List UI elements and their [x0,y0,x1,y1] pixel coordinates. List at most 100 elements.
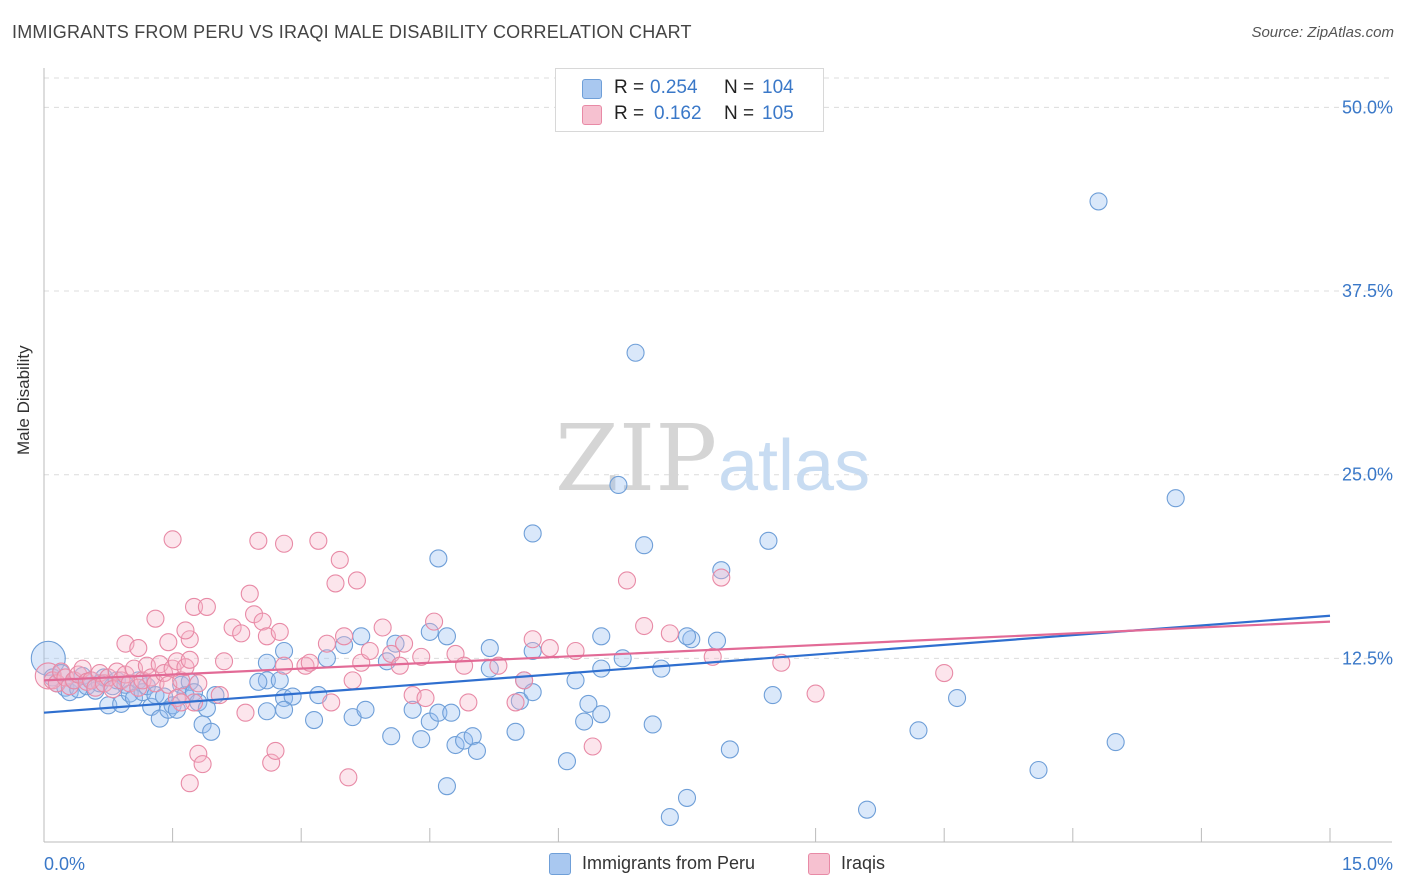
legend-n-label: N = [724,77,755,98]
data-point [506,693,525,712]
data-point [506,722,525,741]
watermark-atlas: atlas [718,426,870,506]
data-point [806,684,825,703]
data-point [523,524,542,543]
legend-n-value: 105 [762,103,794,124]
data-point [935,663,954,683]
data-point [412,730,431,749]
legend-swatch-iraqis [582,105,602,125]
data-point [420,622,439,641]
data-point [437,777,456,796]
data-point [1029,760,1048,780]
data-point [909,721,928,740]
data-point [857,800,877,819]
data-point [557,752,577,771]
data-point [343,671,362,690]
data-point [159,633,178,652]
data-point [429,549,448,568]
data-point [270,622,289,641]
data-point [283,687,302,706]
data-point [257,653,276,672]
data-point [214,652,234,671]
data-point [677,788,697,807]
data-point [356,700,375,719]
data-point [240,584,259,603]
trend-line-iraqis [43,620,1331,682]
data-point [1166,489,1185,508]
data-point [146,609,165,628]
data-point [395,634,414,653]
data-point [403,700,422,719]
legend-r-value: 0.162 [654,103,702,124]
data-point [660,624,679,643]
data-point [442,703,461,722]
data-point [210,686,229,705]
stats-legend: R = 0.254 N = 104 R = 0.162 N = 105 [555,68,824,132]
data-point [712,561,731,580]
data-point [305,711,324,730]
data-point [759,531,778,550]
data-point [347,571,366,590]
y-tick-label: 25.0% [1342,465,1393,485]
data-point [202,722,221,741]
data-point [249,531,268,550]
data-point [317,634,336,653]
data-point [275,534,294,553]
data-point [626,343,645,362]
data-point [275,641,294,661]
data-point [592,659,611,678]
data-point [184,597,204,616]
data-point [523,630,542,649]
data-point [583,737,602,756]
data-point [416,688,435,708]
data-point [335,627,354,646]
data-point [180,650,199,669]
y-tick-label: 50.0% [1342,97,1393,117]
x-tick-label: 15.0% [1342,854,1393,874]
data-point [446,735,465,755]
data-point [154,663,174,683]
data-point [429,703,448,722]
data-point [176,621,195,640]
y-tick-label: 12.5% [1342,648,1393,668]
data-point [232,624,251,643]
trend-lines [43,614,1331,714]
data-point [390,656,409,675]
data-point [193,755,212,774]
data-point [309,531,328,550]
data-point [322,693,341,712]
data-point [720,740,739,759]
data-point [707,631,727,650]
bottom-legend-swatch-peru [549,853,571,875]
data-point [592,627,611,646]
y-tick-label: 37.5% [1342,281,1393,301]
data-point [579,694,598,713]
data-point [129,639,148,658]
source-label: Source: ZipAtlas.com [1251,24,1394,41]
bottom-legend-label-peru: Immigrants from Peru [582,853,756,873]
data-point [712,568,731,587]
data-point [425,612,444,631]
axes [43,68,1392,843]
data-point [763,686,782,705]
data-point [266,741,285,760]
data-point [609,475,628,495]
data-point [275,700,294,719]
data-point [360,641,379,661]
data-point [1106,733,1125,752]
legend-n-value: 104 [762,77,794,98]
watermark: ZIP atlas [555,405,870,512]
data-point [326,574,345,593]
data-point [455,656,474,675]
data-point [613,649,632,668]
data-point [459,693,478,712]
data-point [660,807,679,827]
data-point [382,727,401,746]
data-point [1089,192,1108,211]
data-point [330,550,349,569]
data-point [455,731,474,750]
data-point [617,571,637,590]
data-point [249,672,268,691]
data-point [189,744,208,763]
